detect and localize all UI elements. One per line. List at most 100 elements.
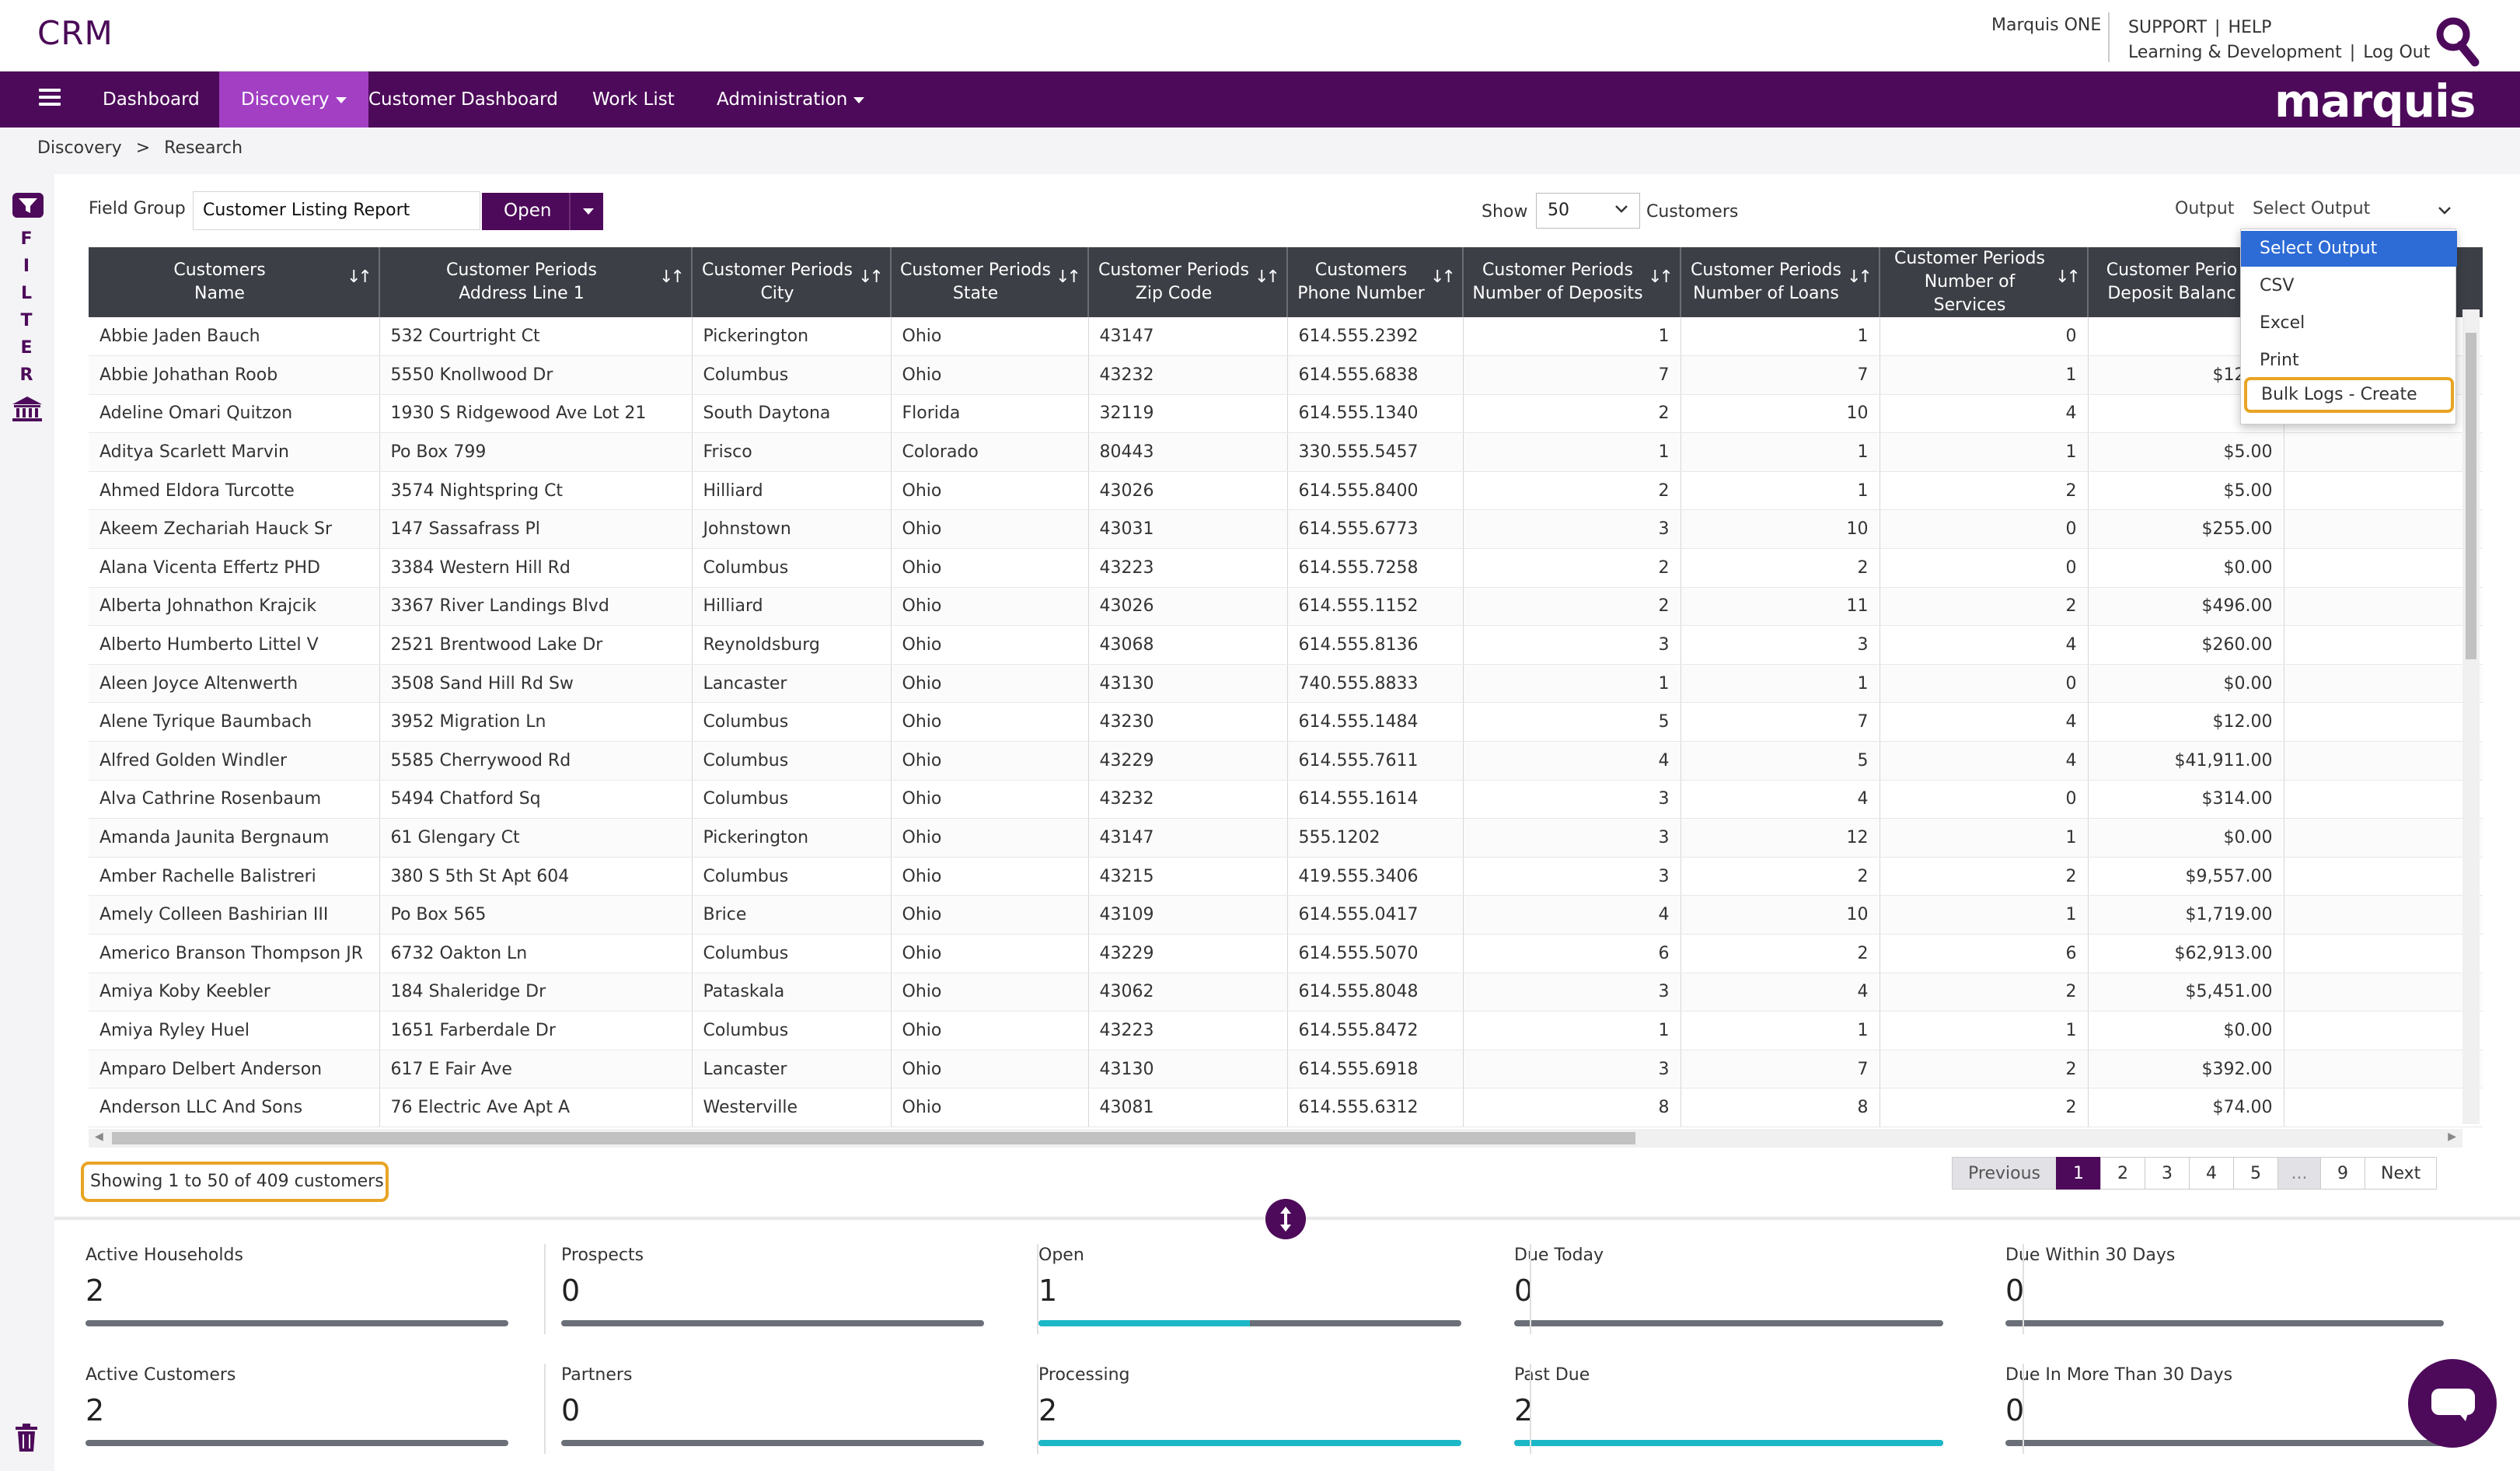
table-row[interactable]: Adeline Omari Quitzon 1930 S Ridgewood Av… [89,394,2483,434]
output-select[interactable]: Select Output [2253,191,2458,229]
table-cell: 330.555.5457 [1287,432,1464,472]
table-row[interactable]: Amiya Ryley Huel 1651 Farberdale Dr Columb… [89,1011,2483,1050]
page-2[interactable]: 2 [2099,1157,2145,1190]
filter-toggle[interactable]: F I L T E R [19,225,34,389]
nav-dashboard[interactable]: Dashboard [81,72,222,128]
scroll-right-icon[interactable]: ▶ [2448,1130,2456,1143]
column-header[interactable]: Customers Name ↓↑ [89,247,380,317]
table-cell: $1,105. [2284,973,2483,1012]
page-5[interactable]: 5 [2232,1157,2278,1190]
nav-discovery[interactable]: Discovery [219,72,368,128]
column-header[interactable]: Customers Phone Number ↓↑ [1287,247,1464,317]
table-cell: 5 [1463,702,1681,742]
filter-letter: R [19,365,33,385]
table-row[interactable]: Akeem Zechariah Hauck Sr 147 Sassafrass P… [89,509,2483,550]
table-row[interactable]: Amber Rachelle Balistreri 380 S 5th St Ap… [89,857,2483,896]
menu-icon[interactable] [39,89,61,110]
stats-panel [54,1221,2520,1471]
open-button[interactable]: Open [482,193,603,230]
sort-icon[interactable]: ↓↑ [659,267,685,287]
output-option-bulk-logs[interactable]: Bulk Logs - Create [2244,377,2454,413]
chat-icon[interactable] [2408,1359,2497,1448]
table-row[interactable]: Alberto Humberto Littel V 2521 Brentwood … [89,625,2483,665]
table-row[interactable]: Alberta Johnathon Krajcik 3367 River Land… [89,587,2483,627]
table-row[interactable]: Alfred Golden Windler 5585 Cherrywood Rd C… [89,741,2483,781]
scrollbar-thumb[interactable] [2466,333,2476,659]
column-header[interactable]: Customer Periods Number of Loans ↓↑ [1681,247,1880,317]
vertical-scrollbar[interactable] [2462,309,2480,1124]
showing-count: Showing 1 to 50 of 409 customers [81,1162,389,1202]
table-cell: 2 [1880,471,2089,511]
table-row[interactable]: Americo Branson Thompson JR 6732 Oakton L… [89,934,2483,973]
table-cell: 43223 [1088,1011,1288,1050]
sort-icon[interactable]: ↓↑ [2055,267,2081,287]
scrollbar-thumb[interactable] [112,1132,1635,1144]
table-cell: 76 Electric Ave Apt A [379,1088,693,1127]
page-9[interactable]: 9 [2319,1157,2365,1190]
support-link[interactable]: SUPPORT [2128,18,2208,37]
output-option-print[interactable]: Print [2260,351,2299,370]
learning-development-link[interactable]: Learning & Development [2128,43,2342,62]
sort-icon[interactable]: ↓↑ [1847,267,1873,287]
table-cell: 2 [1463,548,1681,588]
table-cell: $6,574. [2284,1050,2483,1089]
output-option-csv[interactable]: CSV [2260,276,2295,295]
column-header[interactable]: Customer Periods Number of Deposits ↓↑ [1463,247,1681,317]
field-group-input[interactable]: Customer Listing Report [193,191,480,230]
table-cell: $24,727. [2284,780,2483,819]
column-header[interactable]: Customer Periods City ↓↑ [692,247,892,317]
sort-icon[interactable]: ↓↑ [858,267,884,287]
column-header[interactable]: Customer Periods Zip Code ↓↑ [1088,247,1288,317]
column-header-line: State [952,284,999,303]
table-row[interactable]: Alene Tyrique Baumbach 3952 Migration Ln C… [89,702,2483,742]
table-row[interactable]: Amparo Delbert Anderson 617 E Fair Ave Lan… [89,1050,2483,1089]
column-header[interactable]: Customer Periods Address Line 1 ↓↑ [379,247,693,317]
chevron-down-icon[interactable] [583,208,594,215]
table-cell: Reynoldsburg [692,625,892,665]
breadcrumb-discovery[interactable]: Discovery [37,138,122,158]
table-row[interactable]: Abbie Johathan Roob 5550 Knollwood Dr Colu… [89,355,2483,395]
filter-icon[interactable] [12,193,44,218]
sort-icon[interactable]: ↓↑ [347,267,372,287]
table-row[interactable]: Abbie Jaden Bauch 532 Courtright Ct Picker… [89,317,2483,357]
page-size-select[interactable]: 50 [1536,193,1640,229]
sort-icon[interactable]: ↓↑ [1056,267,1081,287]
sort-icon[interactable]: ↓↑ [1255,267,1280,287]
table-cell: 2 [1463,394,1681,434]
table-row[interactable]: Aleen Joyce Altenwerth 3508 Sand Hill Rd … [89,664,2483,704]
page-4[interactable]: 4 [2188,1157,2234,1190]
column-header[interactable]: Customer Periods Number of Services ↓↑ [1880,247,2089,317]
table-row[interactable]: Amiya Koby Keebler 184 Shaleridge Dr Patas… [89,973,2483,1012]
stat-value: 0 [561,1393,581,1427]
help-link[interactable]: HELP [2228,18,2272,37]
column-header[interactable]: Customer Periods State ↓↑ [891,247,1089,317]
page-3[interactable]: 3 [2144,1157,2190,1190]
sort-icon[interactable]: ↓↑ [1648,267,1674,287]
scroll-left-icon[interactable]: ◀ [95,1130,103,1143]
bank-icon[interactable] [11,395,44,423]
table-row[interactable]: Anderson LLC And Sons 76 Electric Ave Apt… [89,1088,2483,1127]
horizontal-scrollbar[interactable]: ◀ ▶ [89,1129,2462,1148]
search-icon[interactable] [2433,16,2480,67]
output-option-excel[interactable]: Excel [2260,313,2305,333]
header-links: SUPPORT | HELP Learning & Development | Log … [2128,16,2430,65]
previous-button[interactable]: Previous [1952,1157,2057,1190]
resize-icon[interactable] [1265,1199,1306,1239]
logout-link[interactable]: Log Out [2363,43,2431,62]
table-cell: 1651 Farberdale Dr [379,1011,693,1050]
table-row[interactable]: Amanda Jaunita Bergnaum 61 Glengary Ct Pic… [89,818,2483,858]
output-option-select[interactable]: Select Output [2241,231,2457,267]
nav-customer-dashboard[interactable]: Customer Dashboard [347,72,580,128]
page-1[interactable]: 1 [2055,1157,2101,1190]
table-cell: $41,911.00 [2088,741,2284,781]
next-button[interactable]: Next [2364,1157,2438,1190]
table-row[interactable]: Ahmed Eldora Turcotte 3574 Nightspring Ct… [89,471,2483,511]
table-row[interactable]: Aditya Scarlett Marvin Po Box 799 Frisco Co… [89,432,2483,472]
table-row[interactable]: Alana Vicenta Effertz PHD 3384 Western Hi… [89,548,2483,588]
table-row[interactable]: Amely Colleen Bashirian III Po Box 565 Bri… [89,895,2483,935]
table-row[interactable]: Alva Cathrine Rosenbaum 5494 Chatford Sq C… [89,780,2483,819]
nav-work-list[interactable]: Work List [571,72,696,128]
nav-administration[interactable]: Administration [695,72,886,128]
sort-icon[interactable]: ↓↑ [1430,267,1456,287]
trash-icon[interactable] [14,1423,39,1452]
